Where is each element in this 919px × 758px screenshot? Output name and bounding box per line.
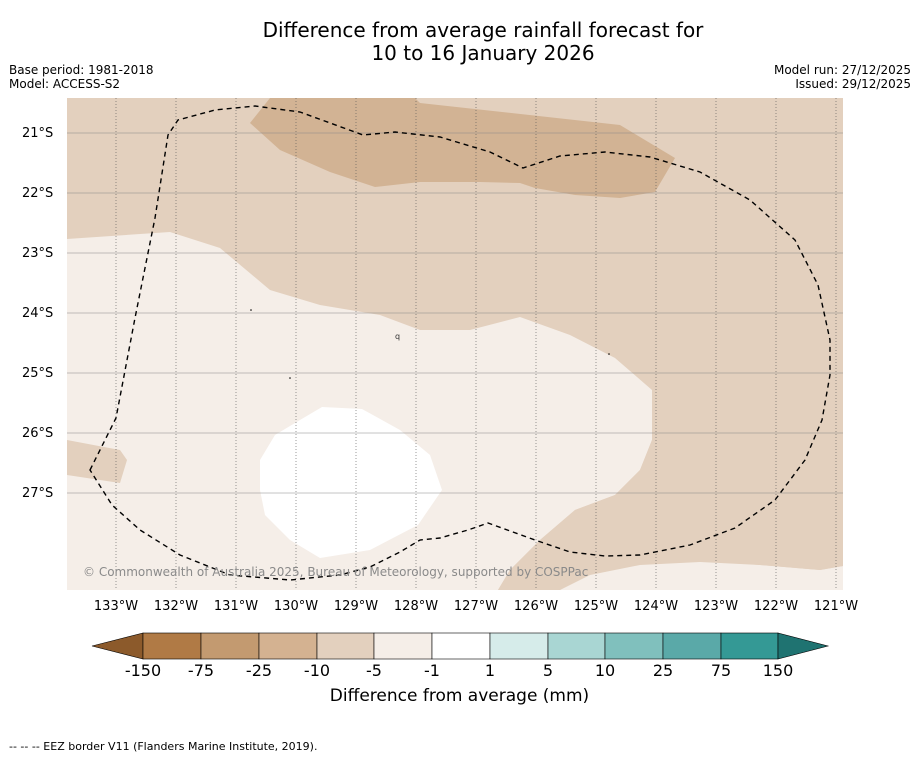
base-period: Base period: 1981-2018 [9,63,154,77]
lon-label: 122°W [753,599,799,614]
colorbar-bin [489,632,549,660]
lat-label: 23°S [22,246,54,261]
colorbar-bin [720,632,779,660]
meridians [115,98,837,590]
colorbar-bin [662,632,722,660]
parallels [67,132,843,494]
lon-label: 133°W [93,599,139,614]
colorbar-tick-label: -5 [366,661,382,680]
colorbar-tick-label: 150 [762,661,794,680]
meta-right: Model run: 27/12/2025 Issued: 29/12/2025 [774,63,911,91]
eez-footnote: -- -- -- EEZ border V11 (Flanders Marine… [9,740,318,753]
lon-label: 124°W [633,599,679,614]
lat-label: 25°S [22,366,54,381]
title-line-1: Difference from average rainfall forecas… [262,18,704,42]
lon-label: 126°W [513,599,559,614]
lat-label: 27°S [22,486,54,501]
lon-label: 125°W [573,599,619,614]
island-mark [608,353,610,355]
colorbar-bin [373,632,433,660]
issued-date: Issued: 29/12/2025 [795,77,911,91]
colorbar [91,632,830,660]
colorbar-title: Difference from average (mm) [329,686,590,706]
colorbar-tick-label: -10 [303,661,331,680]
graticule [67,98,843,590]
colorbar-extend-left [91,632,144,660]
island-mark [250,309,252,311]
lon-label: 123°W [693,599,739,614]
colorbar-bin [258,632,318,660]
colorbar-tick-label: 25 [652,661,674,680]
island-mark [289,377,291,379]
lon-label: 131°W [213,599,259,614]
band-minus1-plus1 [260,407,442,558]
colorbar-tick-label: -150 [124,661,162,680]
colorbar-bin [200,632,260,660]
colorbar-tick-label: -1 [424,661,440,680]
lat-label: 22°S [22,186,54,201]
lon-label: 128°W [393,599,439,614]
lon-label: 132°W [153,599,199,614]
colorbar-tick-label: 75 [710,661,732,680]
band-minus5-minus1 [67,232,843,590]
map-title: Difference from average rainfall forecas… [0,19,919,65]
colorbar-tick-label: -75 [187,661,215,680]
colorbar-tick-label: 1 [484,661,496,680]
lat-label: 26°S [22,426,54,441]
model-run: Model run: 27/12/2025 [773,63,911,77]
colorbar-bin [604,632,664,660]
colorbar-tick-label: -25 [245,661,273,680]
colorbar-bin [316,632,375,660]
colorbar-tick-label: 10 [594,661,616,680]
copyright-notice: © Commonwealth of Australia 2025, Bureau… [83,565,589,579]
lat-label: 21°S [22,126,54,141]
colorbar-tick-label: 5 [542,661,554,680]
colorbar-bin [547,632,606,660]
lat-label: 24°S [22,306,54,321]
lon-label: 130°W [273,599,319,614]
lon-label: 127°W [453,599,499,614]
lon-label: 121°W [813,599,859,614]
band-minus10-minus5-left [67,440,127,483]
band-minus10-minus5-lower [498,360,843,590]
colorbar-bin [142,632,202,660]
eez-border [89,105,831,581]
meta-left: Base period: 1981-2018 Model: ACCESS-S2 [9,63,154,91]
title-line-2: 10 to 16 January 2026 [371,41,595,65]
colorbar-extend-right [777,632,830,660]
model-name: Model: ACCESS-S2 [9,77,121,91]
colorbar-bin [431,632,491,660]
island-mark: q [395,332,400,341]
lon-label: 129°W [333,599,379,614]
